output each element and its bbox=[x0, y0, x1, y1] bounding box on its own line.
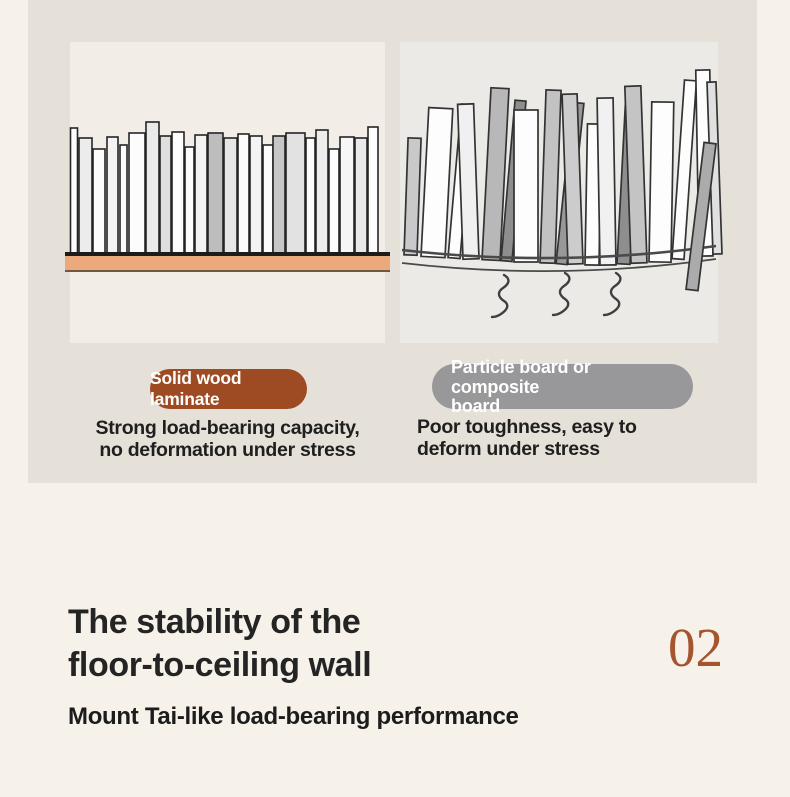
section-number: 02 bbox=[668, 617, 723, 678]
particle-board-panel bbox=[400, 42, 723, 343]
straight-shelf-books-illustration bbox=[65, 121, 390, 272]
leaning-books bbox=[403, 69, 723, 267]
upright-books bbox=[69, 121, 379, 255]
particle-board-badge: Particle board or composite board bbox=[432, 358, 693, 416]
stress-squiggle-icon bbox=[490, 273, 510, 319]
stress-squiggle-icon bbox=[602, 271, 622, 317]
straight-shelf bbox=[65, 252, 390, 272]
sagging-shelf bbox=[401, 244, 717, 272]
solid-wood-caption: Strong load-bearing capacity, no deforma… bbox=[95, 417, 360, 462]
particle-board-caption: Poor toughness, easy to deform under str… bbox=[417, 416, 637, 461]
section-subtitle: Mount Tai-like load-bearing performance bbox=[68, 703, 519, 730]
solid-wood-panel bbox=[65, 42, 390, 343]
fallen-book bbox=[685, 141, 717, 292]
solid-wood-badge: Solid wood laminate bbox=[150, 368, 307, 409]
stress-squiggle-icon bbox=[551, 271, 571, 317]
section-heading: The stability of the floor-to-ceiling wa… bbox=[68, 603, 372, 685]
sagging-shelf-books-illustration bbox=[401, 69, 723, 319]
stress-squiggle-icons bbox=[490, 271, 622, 319]
